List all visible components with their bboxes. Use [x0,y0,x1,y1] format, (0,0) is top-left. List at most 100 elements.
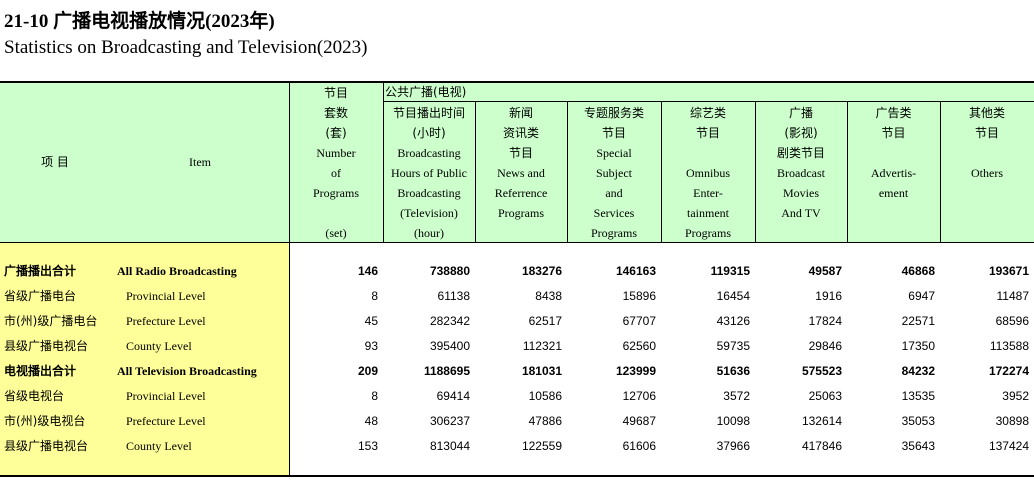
table-row: 省级电视台 Provincial Level 8 69414 10586 12706 357… [0,384,1034,409]
header-column-line: (小时) [412,126,446,140]
column-divider [475,101,476,242]
column-divider [567,101,568,242]
table-cell-value: 69414 [436,389,470,403]
table-cell-value: 119315 [710,264,750,278]
table-row: 电视播出合计 All Television Broadcasting 209 1188… [0,359,1034,384]
table-cell-value: 67707 [622,314,656,328]
header-column-line: Number [316,146,356,160]
table-cell-value: 132614 [801,414,842,428]
row-label-cn: 省级广播电台 [4,289,77,303]
column-divider [940,101,941,242]
header-column-2: 节目播出时间 (小时) Broadcasting Hours of Public Bro… [383,103,475,243]
header-column-3: 新闻 资讯类 节目 News and Referrence Programs [475,103,567,223]
header-column-line: (hour) [414,226,444,240]
header-column-line: 新闻 [508,106,533,120]
table-title-english: Statistics on Broadcasting and Televisio… [4,37,368,58]
header-column-line: Broadcast [777,166,825,180]
header-column-line: Others [971,166,1003,180]
table-cell-value: 813044 [429,439,470,453]
header-column-line: Referrence [494,186,548,200]
header-column-line: 广播 [788,106,813,120]
header-column-line: 套数 [323,106,348,120]
table-cell-value: 25063 [808,389,842,403]
table-cell-value: 8 [371,389,378,403]
header-column-line: of [331,166,341,180]
header-column-line: Hours of Public [391,166,467,180]
table-cell-value: 68596 [995,314,1029,328]
table-cell-value: 306237 [429,414,470,428]
header-column-line: (Television) [400,206,458,220]
table-cell-value: 51636 [716,364,750,378]
table-cell-value: 112321 [522,339,562,353]
table-row: 广播播出合计 All Radio Broadcasting 146 738880 183… [0,259,1034,284]
header-column-line: Services [593,206,635,220]
table-cell-value: 123999 [615,364,656,378]
header-group-label: 公共广播(电视) [385,85,467,99]
table-cell-value: 1188695 [423,364,470,378]
table-cell-value: 193671 [988,264,1029,278]
header-column-line: Programs [591,226,637,240]
row-label-cn: 省级电视台 [4,389,65,403]
table-top-border [0,81,1034,83]
table-cell-value: 84232 [901,364,935,378]
header-column-line: 节目 [601,126,626,140]
header-column-line [289,203,383,223]
header-item-en: Item [189,155,211,169]
table-cell-value: 16454 [716,289,750,303]
header-column-line: 节目 [974,126,999,140]
header-column-line [661,143,755,163]
table-cell-value: 61606 [622,439,656,453]
row-label-en: County Level [126,439,192,453]
table-cell-value: 3572 [723,389,750,403]
header-column-line: Enter- [693,186,723,200]
table-cell-value: 35643 [901,439,935,453]
table-cell-value: 17824 [808,314,842,328]
column-divider [661,101,662,242]
header-column-line: Broadcasting [397,146,461,160]
header-column-line: Movies [783,186,819,200]
row-label-en: All Television Broadcasting [117,364,257,378]
table-cell-value: 113588 [989,339,1029,353]
header-column-line: Broadcasting [397,186,461,200]
table-cell-value: 30898 [995,414,1029,428]
table-row: 市(州)级广播电台 Prefecture Level 45 282342 62517 67… [0,309,1034,334]
row-label-column [0,242,289,476]
table-cell-value: 12706 [622,389,656,403]
table-cell-value: 8 [371,289,378,303]
table-cell-value: 93 [364,339,378,353]
table-cell-value: 43126 [716,314,750,328]
table-row: 市(州)级电视台 Prefecture Level 48 306237 47886 496… [0,409,1034,434]
header-column-line: 节目 [323,86,348,100]
header-column-line: Omnibus [685,166,730,180]
header-column-4: 专题服务类 节目 Special Subject and Services Programs [567,103,661,243]
table-cell-value: 15896 [622,289,656,303]
header-column-line: 节目 [695,126,720,140]
header-column-line: And TV [781,206,821,220]
table-cell-value: 172274 [988,364,1029,378]
header-column-line [940,143,1034,163]
header-column-6: 广播 (影视) 剧类节目 Broadcast Movies And TV [755,103,847,223]
table-bottom-border [0,475,1034,477]
header-column-line: Special [596,146,632,160]
header-column-line: Programs [685,226,731,240]
header-item-cn: 项 目 [41,155,69,169]
row-label-cn: 县级广播电视台 [4,439,89,453]
table-cell-value: 45 [364,314,378,328]
table-cell-value: 183276 [521,264,562,278]
header-column-5: 综艺类 节目 Omnibus Enter-tainment Programs [661,103,755,243]
row-label-en: Provincial Level [126,289,206,303]
table-row: 县级广播电视台 County Level 153 813044 122559 61606 3… [0,434,1034,459]
table-cell-value: 47886 [528,414,562,428]
header-column-line: 综艺类 [689,106,726,120]
table-cell-value: 62517 [528,314,562,328]
table-cell-value: 8438 [535,289,562,303]
table-cell-value: 48 [364,414,378,428]
table-cell-value: 46868 [901,264,935,278]
header-column-line: 专题服务类 [583,106,644,120]
header-column-line: News and [497,166,545,180]
table-cell-value: 395400 [429,339,470,353]
group-divider [383,101,1034,102]
table-cell-value: 10098 [716,414,750,428]
table-cell-value: 61138 [437,289,470,303]
header-column-line: 节目播出时间 [392,106,465,120]
